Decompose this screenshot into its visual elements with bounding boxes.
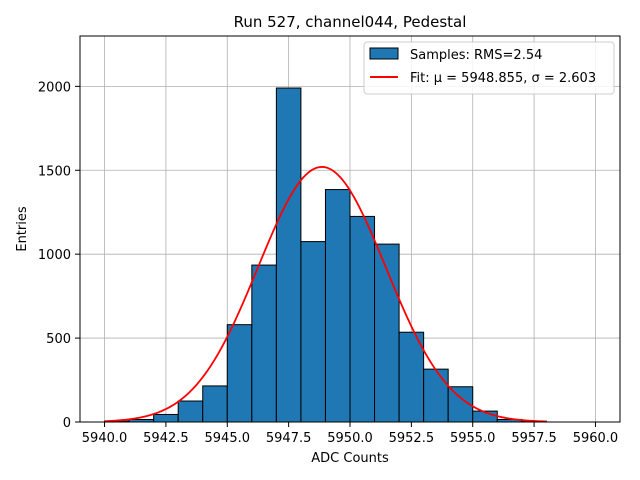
- histogram-bar: [423, 368, 449, 423]
- histogram-bar: [153, 413, 179, 423]
- x-tick-label: 5952.5: [389, 431, 435, 446]
- x-tick-label: 5947.5: [266, 431, 312, 446]
- y-tick-label: 2000: [38, 80, 71, 95]
- x-tick-label: 5955.0: [450, 431, 496, 446]
- x-tick-label: 5957.5: [511, 431, 557, 446]
- fit-curve: [104, 166, 547, 423]
- histogram-bar: [226, 324, 253, 423]
- histogram-bar: [251, 264, 277, 423]
- legend-label-samples: Samples: RMS=2.54: [410, 48, 542, 63]
- x-tick-label: 5960.0: [573, 431, 619, 446]
- y-tick-label: 0: [63, 416, 71, 431]
- legend-box: [363, 41, 615, 95]
- x-tick-label: 5945.0: [205, 431, 251, 446]
- y-axis-label: Entries: [15, 206, 30, 252]
- x-tick-label: 5940.0: [82, 431, 128, 446]
- histogram-bars: [104, 87, 547, 423]
- chart-title: Run 527, channel044, Pedestal: [234, 13, 467, 31]
- y-axis: 0 500 1000 1500 2000: [38, 80, 80, 431]
- histogram-bar: [374, 243, 400, 423]
- fit-curve-layer: [104, 166, 547, 423]
- legend: Samples: RMS=2.54 Fit: μ = 5948.855, σ =…: [363, 41, 615, 95]
- x-axis-label: ADC Counts: [311, 451, 389, 466]
- y-tick-label: 1000: [38, 248, 71, 263]
- y-tick-label: 1500: [38, 164, 71, 179]
- histogram-bar: [202, 385, 228, 423]
- histogram-bar: [177, 400, 204, 423]
- x-axis: 5940.0 5942.5 5945.0 5947.5 5950.0 5952.5 5955…: [82, 422, 618, 446]
- histogram-bar: [324, 189, 351, 423]
- legend-label-fit: Fit: μ = 5948.855, σ = 2.603: [410, 71, 596, 86]
- x-tick-label: 5942.5: [143, 431, 189, 446]
- x-tick-label: 5950.0: [327, 431, 373, 446]
- histogram-bar: [300, 241, 326, 423]
- histogram-bar: [349, 215, 376, 423]
- histogram-bar: [275, 87, 302, 423]
- y-tick-label: 500: [46, 332, 71, 347]
- histogram-bar: [398, 331, 425, 423]
- legend-swatch-samples: [369, 47, 399, 60]
